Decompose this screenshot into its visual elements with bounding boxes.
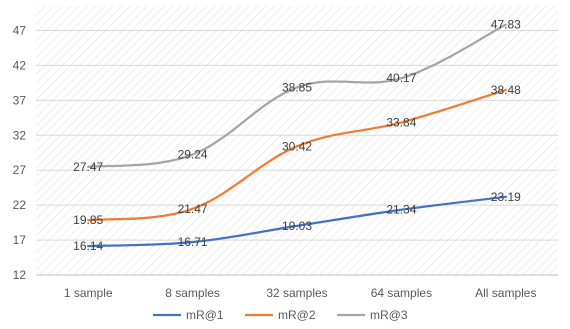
series-line-mr2: [87, 88, 507, 222]
legend-label: mR@3: [370, 308, 408, 322]
x-tick-label: 32 samples: [266, 286, 327, 300]
data-label: 38.85: [282, 80, 312, 94]
y-tick-label: 12: [13, 268, 27, 282]
y-tick-label: 17: [13, 233, 27, 247]
x-tick-label: All samples: [475, 286, 536, 300]
legend: mR@1 mR@2 mR@3: [153, 308, 408, 322]
data-label: 19.03: [282, 219, 312, 233]
data-label: 21.34: [386, 203, 416, 217]
x-tick-label: 64 samples: [371, 286, 432, 300]
x-tick-label: 8 samples: [165, 286, 220, 300]
data-label: 21.47: [178, 202, 208, 216]
y-tick-label: 37: [13, 93, 27, 107]
series-line-mr3: [87, 23, 507, 169]
y-tick-label: 22: [13, 198, 27, 212]
data-label: 16.14: [73, 239, 103, 253]
data-label: 23.19: [491, 190, 521, 204]
legend-label: mR@2: [278, 308, 316, 322]
series-line-mr1: [87, 195, 507, 248]
data-label: 19.85: [73, 213, 103, 227]
data-label: 38.48: [491, 83, 521, 97]
data-label: 47.83: [491, 18, 521, 32]
y-tick-label: 27: [13, 163, 27, 177]
series-lines: [87, 23, 507, 248]
data-label: 40.17: [386, 71, 416, 85]
data-label: 30.42: [282, 139, 312, 153]
y-tick-label: 32: [13, 128, 27, 142]
data-labels: 16.14 16.71 19.03 21.34 23.19 19.85 21.47 30.42…: [73, 18, 521, 253]
y-tick-label: 42: [13, 58, 27, 72]
data-label: 16.71: [178, 235, 208, 249]
plot-area-background: [36, 6, 558, 275]
data-label: 29.24: [178, 148, 208, 162]
y-tick-label: 47: [13, 23, 27, 37]
y-axis-ticks: 12 17 22 27 32 37 42 47: [13, 23, 27, 282]
x-axis-ticks: 1 sample 8 samples 32 samples 64 samples All…: [64, 286, 537, 300]
data-label: 27.47: [73, 160, 103, 174]
legend-label: mR@1: [186, 308, 224, 322]
gridlines: [36, 29, 558, 276]
data-label: 33.84: [386, 115, 416, 129]
x-tick-label: 1 sample: [64, 286, 113, 300]
